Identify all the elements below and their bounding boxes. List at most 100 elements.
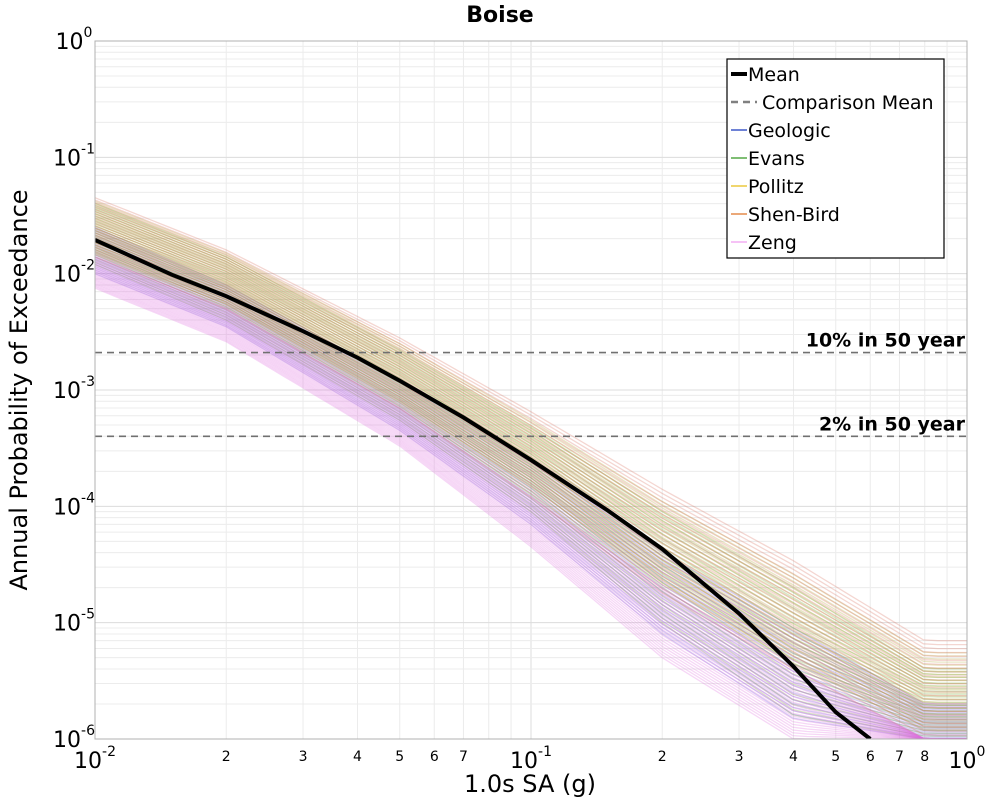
series-curve xyxy=(95,208,967,666)
y-tick-label: 10-1 xyxy=(53,141,95,171)
series-curve xyxy=(95,225,967,691)
series-curve xyxy=(95,247,967,721)
series-curve xyxy=(95,267,967,736)
series-curve xyxy=(95,200,967,654)
x-minor-tick-label: 5 xyxy=(831,749,840,765)
series-curve xyxy=(95,244,967,718)
series-curve xyxy=(95,220,967,690)
mean-curve-layer xyxy=(95,238,872,739)
reference-line-label: 2% in 50 year xyxy=(819,413,966,435)
series-curve xyxy=(95,235,967,706)
series-curve xyxy=(95,237,967,709)
series-curve xyxy=(95,220,967,681)
y-tick-label: 10-2 xyxy=(53,258,95,288)
series-curve xyxy=(95,245,967,719)
x-minor-tick-label: 4 xyxy=(789,749,798,765)
series-curve xyxy=(95,197,967,642)
series-curve xyxy=(95,229,967,701)
series-band-evans xyxy=(95,202,967,739)
series-curve xyxy=(95,211,967,665)
series-curve xyxy=(95,232,967,709)
x-minor-tick-label: 7 xyxy=(895,749,904,765)
series-curve xyxy=(95,278,967,739)
series-curve xyxy=(95,208,967,661)
series-curve xyxy=(95,241,967,716)
series-curve xyxy=(95,269,967,739)
series-curve xyxy=(95,263,967,739)
series-curve xyxy=(95,243,967,718)
series-curve xyxy=(95,250,967,728)
series-curve xyxy=(95,227,967,693)
x-minor-tick-label: 3 xyxy=(735,749,744,765)
series-curve xyxy=(95,287,967,739)
series-curve xyxy=(95,248,967,728)
series-curve xyxy=(95,218,967,677)
series-curve xyxy=(95,259,967,735)
series-curve xyxy=(95,285,967,739)
reference-line-label: 10% in 50 year xyxy=(806,330,966,352)
series-curve xyxy=(95,268,967,739)
series-curve xyxy=(95,234,967,705)
series-curve xyxy=(95,265,967,735)
series-curve xyxy=(95,221,967,685)
series-curve xyxy=(95,217,967,687)
series-curve xyxy=(95,277,967,739)
series-curve xyxy=(95,234,967,711)
series-curve xyxy=(95,224,967,695)
series-curve xyxy=(95,261,967,732)
y-tick-label: 100 xyxy=(56,25,93,55)
y-tick-label: 10-4 xyxy=(53,490,95,520)
series-curve xyxy=(95,241,967,715)
y-axis-ticks: 100 10-1 10-2 10-3 10-4 10-5 10-6 xyxy=(53,25,95,753)
series-curve xyxy=(95,222,967,693)
series-curve xyxy=(95,261,967,737)
series-curve xyxy=(95,246,967,724)
series-curve xyxy=(95,251,967,732)
series-curve xyxy=(95,261,967,739)
series-curve xyxy=(95,232,967,701)
series-curve xyxy=(95,237,967,709)
legend-label: Geologic xyxy=(748,120,831,142)
series-curve xyxy=(95,252,967,725)
series-curve xyxy=(95,271,967,739)
series-curve xyxy=(95,253,967,736)
series-curve xyxy=(95,223,967,688)
series-curve xyxy=(95,227,967,694)
series-curve xyxy=(95,205,967,673)
reference-lines: 10% in 50 year 2% in 50 year xyxy=(95,330,967,438)
series-curve xyxy=(95,204,967,660)
series-curve xyxy=(95,215,967,684)
series-band-pollitz xyxy=(95,200,967,731)
series-curve xyxy=(95,204,967,654)
series-curve xyxy=(95,274,967,739)
legend-label: Mean xyxy=(748,64,800,86)
x-minor-tick-label: 8 xyxy=(920,749,929,765)
series-curve xyxy=(95,273,967,739)
series-curve xyxy=(95,254,967,726)
x-minor-tick-label: 4 xyxy=(353,749,362,765)
series-curve xyxy=(95,237,967,709)
series-curve xyxy=(95,210,967,669)
legend-label: Zeng xyxy=(748,232,797,254)
series-curve xyxy=(95,232,967,704)
x-minor-tick-label: 3 xyxy=(299,749,308,765)
series-curve xyxy=(95,259,967,739)
series-curve xyxy=(95,215,967,673)
grid xyxy=(94,41,967,740)
series-curve xyxy=(95,250,967,723)
legend-label: Comparison Mean xyxy=(762,92,934,114)
series-curve xyxy=(95,240,967,712)
x-minor-tick-label: 2 xyxy=(222,749,231,765)
series-curve xyxy=(95,228,967,707)
x-tick-label: 100 xyxy=(949,744,986,774)
series-curve xyxy=(95,246,967,721)
series-curve xyxy=(95,271,967,739)
y-tick-label: 10-3 xyxy=(53,374,95,404)
series-curve xyxy=(95,202,967,657)
series-curve xyxy=(95,263,967,733)
series-curve xyxy=(95,266,967,739)
x-minor-tick-label: 6 xyxy=(430,749,439,765)
series-curve xyxy=(95,281,967,739)
series-curve xyxy=(95,246,967,722)
